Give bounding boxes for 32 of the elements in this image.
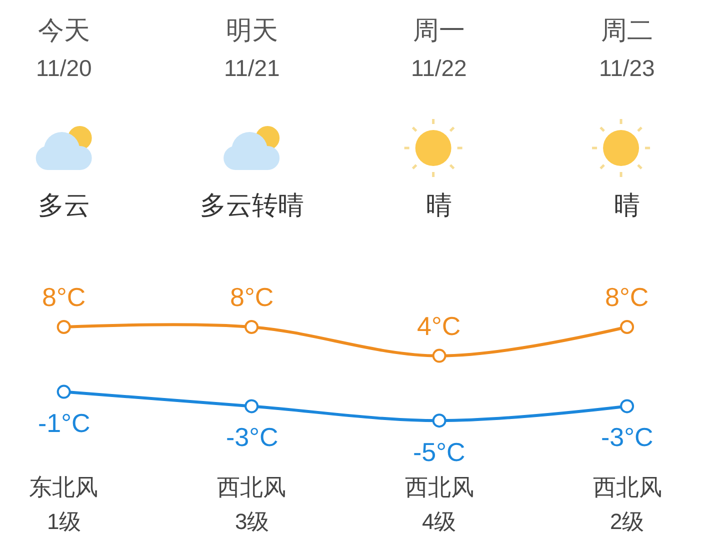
point (56, 320, 71, 334)
text: 晴 (426, 190, 452, 220)
x-tick-label: 周二 11/23 (599, 15, 655, 81)
point (620, 320, 634, 334)
text: 多云 (38, 190, 90, 220)
data-label: -1°C (38, 408, 90, 438)
data-label: 8°C (42, 282, 86, 312)
text: 西北风 (405, 474, 474, 500)
data-label: 8°C (605, 282, 649, 312)
point (432, 414, 446, 428)
data-label: 8°C (230, 282, 274, 312)
point (244, 399, 259, 414)
point (432, 348, 446, 363)
text: 4级 (422, 509, 456, 534)
text: 西北风 (217, 474, 286, 500)
x-tick-label: 周一 11/22 (411, 15, 467, 81)
point (620, 399, 634, 414)
data-label: -3°C (226, 422, 278, 452)
text: 晴 (614, 190, 640, 220)
x-tick-label: 今天 11/20 (36, 15, 92, 81)
x-tick-label: 明天 11/21 (224, 15, 280, 81)
point (56, 384, 71, 399)
data-label: -5°C (413, 437, 466, 467)
text: 西北风 (593, 474, 662, 500)
text: 3级 (235, 509, 270, 534)
text: 东北风 (29, 474, 98, 500)
text: 1级 (47, 509, 82, 534)
data-label: -3°C (601, 422, 654, 452)
text: 多云转晴 (200, 190, 304, 220)
text: 2级 (610, 509, 644, 534)
point (244, 320, 259, 334)
data-label: 4°C (417, 311, 461, 341)
